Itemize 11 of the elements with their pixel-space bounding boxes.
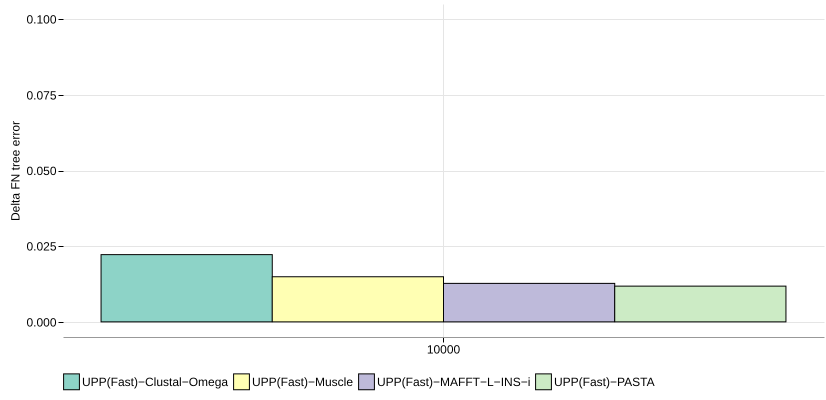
legend-label: UPP(Fast)−MAFFT−L−INS−i: [377, 374, 530, 389]
y-tick-label: 0.075: [26, 88, 57, 102]
legend-label: UPP(Fast)−Muscle: [252, 374, 354, 389]
y-tick-label: 0.025: [26, 240, 57, 254]
legend-label: UPP(Fast)−Clustal−Omega: [82, 374, 228, 389]
legend-label: UPP(Fast)−PASTA: [554, 374, 655, 389]
y-tick-label: 0.000: [26, 315, 57, 330]
x-tick-label: 10000: [426, 342, 461, 356]
y-tick-label: 0.100: [26, 12, 57, 27]
y-tick-label: 0.050: [26, 164, 57, 178]
y-axis-title: Delta FN tree error: [8, 120, 22, 222]
